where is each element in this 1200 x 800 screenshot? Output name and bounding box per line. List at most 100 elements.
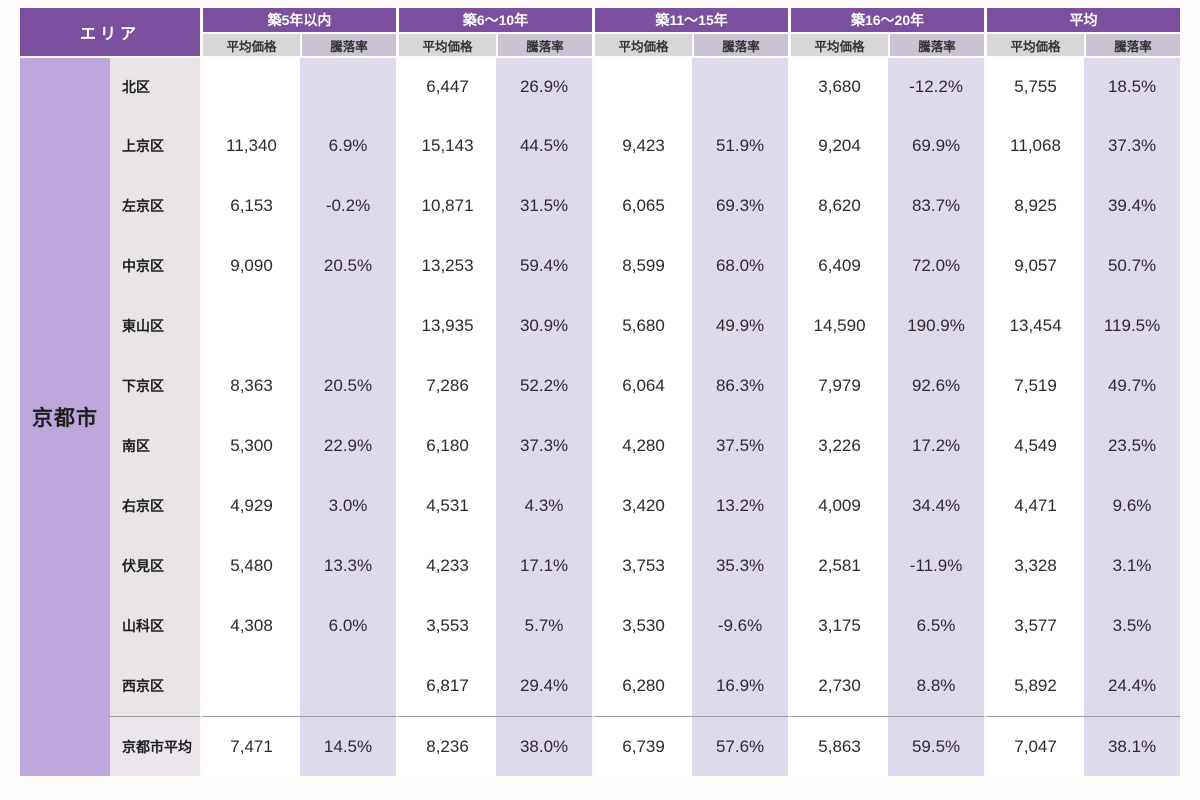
price-cell: 11,068	[984, 116, 1085, 176]
rate-cell: 29.4%	[496, 656, 593, 716]
district-label: 右京区	[110, 476, 201, 536]
district-label: 京都市平均	[110, 716, 201, 776]
price-cell: 5,300	[200, 416, 301, 476]
price-cell: 7,286	[396, 356, 497, 416]
rate-cell: 8.8%	[888, 656, 985, 716]
price-table-container: エリア 築5年以内 築6〜10年 築11〜15年 築16〜20年 平均 平均価格…	[20, 8, 1181, 776]
group-header-age16-20: 築16〜20年	[788, 8, 985, 32]
rate-cell: 57.6%	[692, 716, 789, 776]
district-label: 伏見区	[110, 536, 201, 596]
group-header-row: エリア 築5年以内 築6〜10年 築11〜15年 築16〜20年 平均	[20, 8, 1181, 56]
price-cell: 3,753	[592, 536, 693, 596]
group-header-average: 平均	[984, 8, 1181, 32]
price-subheader: 平均価格	[592, 32, 693, 56]
price-cell: 4,929	[200, 476, 301, 536]
rate-cell: 26.9%	[496, 56, 593, 116]
district-label: 山科区	[110, 596, 201, 656]
price-subheader: 平均価格	[396, 32, 497, 56]
rate-subheader: 騰落率	[692, 32, 789, 56]
group-header-age0-5: 築5年以内	[200, 8, 397, 32]
price-cell: 5,680	[592, 296, 693, 356]
rate-cell: 72.0%	[888, 236, 985, 296]
price-cell: 8,599	[592, 236, 693, 296]
rate-cell: 18.5%	[1084, 56, 1181, 116]
price-cell: 4,471	[984, 476, 1085, 536]
table-row: 中京区 9,090 20.5% 13,253 59.4% 8,599 68.0% 6,409 7…	[20, 236, 1181, 296]
price-cell: 6,280	[592, 656, 693, 716]
price-cell: 5,755	[984, 56, 1085, 116]
district-label: 北区	[110, 56, 201, 116]
price-cell: 2,581	[788, 536, 889, 596]
price-cell: 6,817	[396, 656, 497, 716]
rate-cell: 6.0%	[300, 596, 397, 656]
district-label: 中京区	[110, 236, 201, 296]
rate-cell: 24.4%	[1084, 656, 1181, 716]
rate-cell: 51.9%	[692, 116, 789, 176]
rate-subheader: 騰落率	[888, 32, 985, 56]
price-cell	[200, 656, 301, 716]
price-cell: 9,057	[984, 236, 1085, 296]
price-cell: 4,308	[200, 596, 301, 656]
rate-cell: 92.6%	[888, 356, 985, 416]
rate-cell: 49.9%	[692, 296, 789, 356]
price-cell: 5,863	[788, 716, 889, 776]
rate-cell: 6.9%	[300, 116, 397, 176]
district-label: 左京区	[110, 176, 201, 236]
rate-cell: 37.5%	[692, 416, 789, 476]
price-cell: 3,175	[788, 596, 889, 656]
price-cell: 6,447	[396, 56, 497, 116]
rate-subheader: 騰落率	[496, 32, 593, 56]
district-label: 上京区	[110, 116, 201, 176]
price-cell: 8,925	[984, 176, 1085, 236]
price-cell: 7,979	[788, 356, 889, 416]
price-cell: 3,420	[592, 476, 693, 536]
rate-cell	[692, 56, 789, 116]
price-cell: 3,226	[788, 416, 889, 476]
price-cell: 7,471	[200, 716, 301, 776]
rate-cell: 37.3%	[1084, 116, 1181, 176]
rate-cell: 3.1%	[1084, 536, 1181, 596]
price-cell: 6,739	[592, 716, 693, 776]
price-cell: 10,871	[396, 176, 497, 236]
rate-cell: 59.4%	[496, 236, 593, 296]
district-label: 下京区	[110, 356, 201, 416]
rate-cell: 31.5%	[496, 176, 593, 236]
price-cell: 6,180	[396, 416, 497, 476]
rate-cell: 13.2%	[692, 476, 789, 536]
rate-cell	[300, 656, 397, 716]
price-cell: 4,009	[788, 476, 889, 536]
rate-cell: -0.2%	[300, 176, 397, 236]
price-cell: 2,730	[788, 656, 889, 716]
rate-cell: 69.9%	[888, 116, 985, 176]
price-subheader: 平均価格	[984, 32, 1085, 56]
table-row: 右京区 4,929 3.0% 4,531 4.3% 3,420 13.2% 4,009 34.4…	[20, 476, 1181, 536]
rate-cell: -11.9%	[888, 536, 985, 596]
rate-cell: 59.5%	[888, 716, 985, 776]
price-cell: 4,280	[592, 416, 693, 476]
rate-cell: 39.4%	[1084, 176, 1181, 236]
group-header-age6-10: 築6〜10年	[396, 8, 593, 32]
price-cell	[592, 56, 693, 116]
area-header: エリア	[20, 8, 201, 56]
rate-cell: -9.6%	[692, 596, 789, 656]
table-row: 西京区 6,817 29.4% 6,280 16.9% 2,730 8.8% 5,892 24.…	[20, 656, 1181, 716]
city-label: 京都市	[20, 56, 110, 776]
rate-cell	[300, 296, 397, 356]
rate-cell: 37.3%	[496, 416, 593, 476]
table-row: 山科区 4,308 6.0% 3,553 5.7% 3,530 -9.6% 3,175 6.5%…	[20, 596, 1181, 656]
rate-cell: 17.1%	[496, 536, 593, 596]
price-cell: 7,047	[984, 716, 1085, 776]
price-cell: 3,553	[396, 596, 497, 656]
rate-cell: 6.5%	[888, 596, 985, 656]
rate-cell: 17.2%	[888, 416, 985, 476]
rate-cell: 14.5%	[300, 716, 397, 776]
rate-cell: 13.3%	[300, 536, 397, 596]
price-cell: 5,892	[984, 656, 1085, 716]
rate-cell: 3.5%	[1084, 596, 1181, 656]
price-cell: 9,423	[592, 116, 693, 176]
price-cell: 15,143	[396, 116, 497, 176]
rate-cell: 4.3%	[496, 476, 593, 536]
rate-cell: 83.7%	[888, 176, 985, 236]
rate-cell: 20.5%	[300, 356, 397, 416]
price-cell: 8,620	[788, 176, 889, 236]
